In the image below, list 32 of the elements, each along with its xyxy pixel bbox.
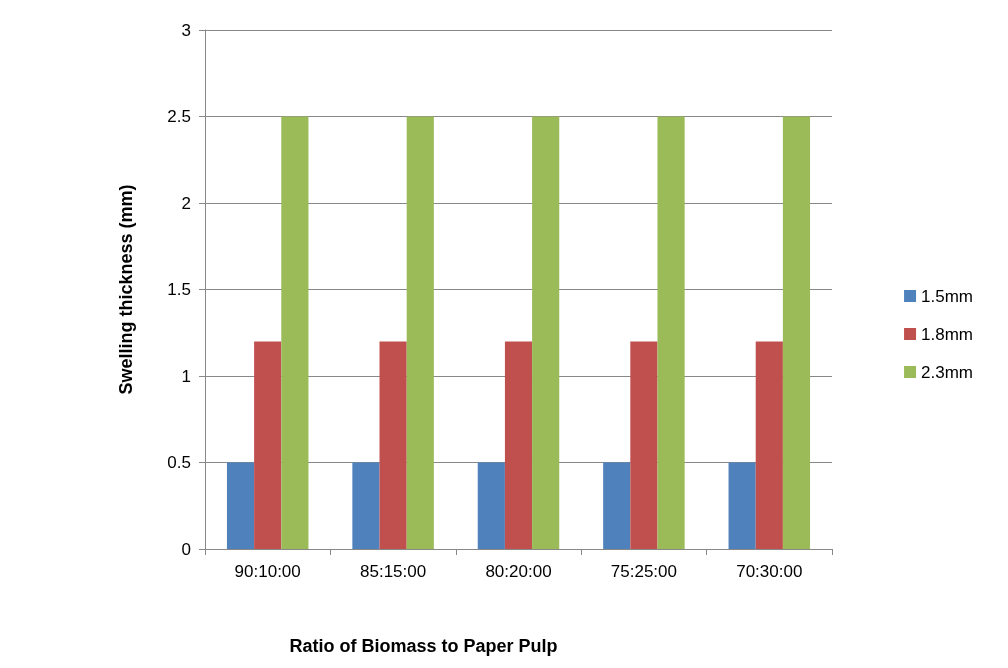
bar <box>281 116 309 549</box>
y-tick-label: 1 <box>181 366 191 386</box>
bar <box>532 116 560 549</box>
x-tick-label: 90:10:00 <box>234 562 301 581</box>
y-tick-label: 0 <box>181 539 191 559</box>
y-axis-title: Swelling thickness (mm) <box>116 184 136 395</box>
bar <box>406 116 434 549</box>
bar <box>352 462 380 549</box>
bar <box>504 341 533 549</box>
bar <box>477 462 505 549</box>
bar <box>226 462 255 549</box>
y-tick-label: 2.5 <box>167 107 191 126</box>
bar <box>782 116 811 549</box>
y-tick-label: 2 <box>181 193 191 213</box>
bar <box>630 341 658 549</box>
y-tick-label: 3 <box>181 20 191 40</box>
x-tick-label: 70:30:00 <box>736 562 803 581</box>
y-tick-label: 0.5 <box>167 453 191 472</box>
x-tick-label: 75:25:00 <box>610 562 677 581</box>
x-tick-label: 80:20:00 <box>485 562 552 581</box>
bar <box>379 341 407 549</box>
legend-label: 1.8mm <box>921 324 974 344</box>
bar <box>657 116 685 549</box>
legend-label: 2.3mm <box>921 362 974 382</box>
y-tick-label: 1.5 <box>167 280 191 299</box>
bar <box>254 341 282 549</box>
bar <box>755 341 783 549</box>
bar <box>603 462 631 549</box>
bar <box>728 462 756 549</box>
x-tick-label: 85:15:00 <box>360 562 427 581</box>
legend-label: 1.5mm <box>921 286 974 306</box>
x-axis-title: Ratio of Biomass to Paper Pulp <box>289 636 558 656</box>
